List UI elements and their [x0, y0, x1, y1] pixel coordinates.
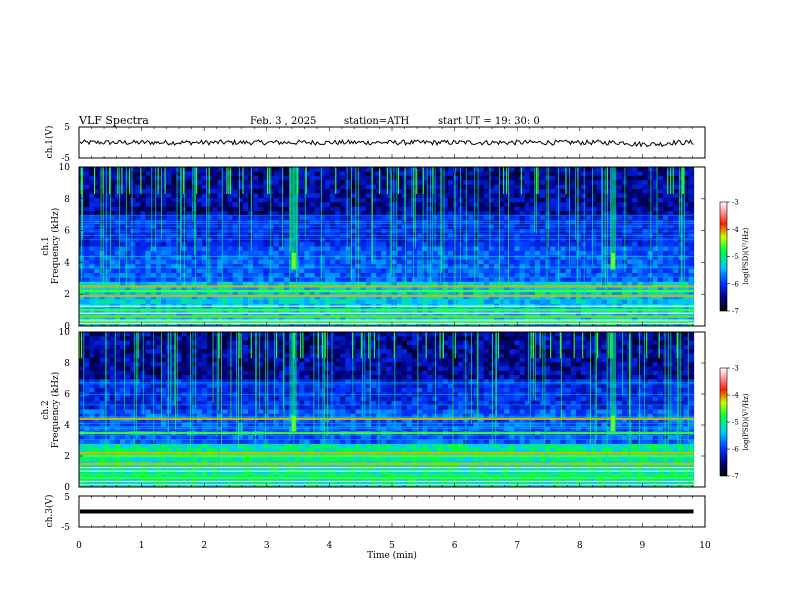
frequency-tick-label: 10 — [59, 328, 71, 338]
frequency-tick-label: 4 — [64, 421, 70, 431]
ch3-ytick-top: 5 — [64, 493, 70, 503]
header-start-time: start UT = 19: 30: 0 — [438, 116, 540, 127]
ch2-spectrogram-panel: 0 2 4 6 8 10 ch.2 Frequency (kHz) — [41, 328, 706, 493]
x-tick-label: 9 — [640, 541, 646, 551]
ch1-spectrogram-panel: 0 2 4 6 8 10 ch.1 Frequency (kHz) — [41, 163, 706, 332]
frequency-tick-label: 8 — [64, 195, 70, 205]
frequency-tick-label: 0 — [64, 483, 70, 493]
ch2-colorbar: -3 -4 -5 -6 -7 log(PSD)(V²/Hz) — [719, 365, 750, 481]
frequency-tick-label: 0 — [64, 322, 70, 332]
ch1-waveform-panel: 5 -5 ch.1(V) — [44, 123, 706, 164]
x-tick-label: 2 — [201, 541, 207, 551]
ch1-spectrogram-image — [79, 167, 705, 327]
ch1-colorbar: -3 -4 -5 -6 -7 log(PSD)(V²/Hz) — [719, 199, 750, 316]
x-tick-label: 6 — [452, 541, 458, 551]
frequency-tick-label: 2 — [64, 452, 70, 462]
ch3-ytick-bottom: -5 — [61, 523, 70, 533]
colorbar-tick-label: -7 — [732, 473, 739, 481]
frequency-tick-label: 6 — [64, 390, 70, 400]
figure-title: VLF Spectra — [78, 114, 149, 127]
ch2-spectrogram-ylabel: Frequency (kHz) — [50, 372, 61, 449]
colorbar-tick-label: -3 — [732, 199, 739, 207]
colorbar-tick-label: -6 — [732, 446, 739, 454]
colorbar-tick-label: -4 — [732, 392, 739, 400]
x-tick-label: 7 — [514, 541, 520, 551]
colorbar-tick-label: -3 — [732, 365, 739, 373]
frequency-tick-label: 8 — [64, 359, 70, 369]
ch1-spectrogram-ylabel-top: ch.1 — [41, 236, 51, 255]
ch1-colorbar-gradient — [719, 201, 728, 312]
x-tick-label: 5 — [389, 541, 395, 551]
ch1-spectrogram-ylabel: Frequency (kHz) — [50, 208, 61, 285]
colorbar-tick-label: -5 — [732, 419, 739, 427]
ch1-waveform-ylabel: ch.1(V) — [44, 126, 55, 159]
x-tick-label: 0 — [76, 541, 82, 551]
x-tick-label: 10 — [699, 541, 711, 551]
ch2-colorbar-gradient — [719, 367, 728, 477]
colorbar-tick-label: -6 — [732, 280, 739, 288]
x-tick-label: 3 — [264, 541, 270, 551]
colorbar-tick-label: -4 — [732, 226, 739, 234]
x-tick-label: 4 — [327, 541, 333, 551]
colorbar-tick-label: -7 — [732, 308, 739, 316]
x-tick-label: 1 — [139, 541, 145, 551]
ch1-ytick-top: 5 — [64, 123, 70, 133]
ch2-spectrogram-ylabel-top: ch.2 — [41, 400, 51, 419]
colorbar-tick-label: -5 — [732, 253, 739, 261]
ch1-colorbar-label: log(PSD)(V²/Hz) — [742, 227, 750, 284]
frequency-tick-label: 4 — [64, 258, 70, 268]
frequency-tick-label: 2 — [64, 290, 70, 300]
ch1-ytick-bottom: -5 — [61, 154, 70, 164]
ch2-spectrogram-image — [78, 332, 705, 488]
header-station: station=ATH — [344, 116, 410, 127]
x-axis-label: Time (min) — [367, 550, 417, 561]
ch2-colorbar-label: log(PSD)(V²/Hz) — [742, 393, 750, 450]
ch3-waveform-ylabel: ch.3(V) — [44, 495, 55, 528]
frequency-tick-label: 6 — [64, 227, 70, 237]
x-tick-label: 8 — [577, 541, 583, 551]
frequency-tick-label: 10 — [59, 163, 71, 173]
ch3-waveform-panel: 5 -5 ch.3(V) 0 1 2 3 4 5 6 7 8 9 10 Time (min) — [44, 127, 711, 561]
ch1-waveform-line — [79, 138, 694, 148]
header-date: Feb. 3 , 2025 — [250, 116, 316, 127]
